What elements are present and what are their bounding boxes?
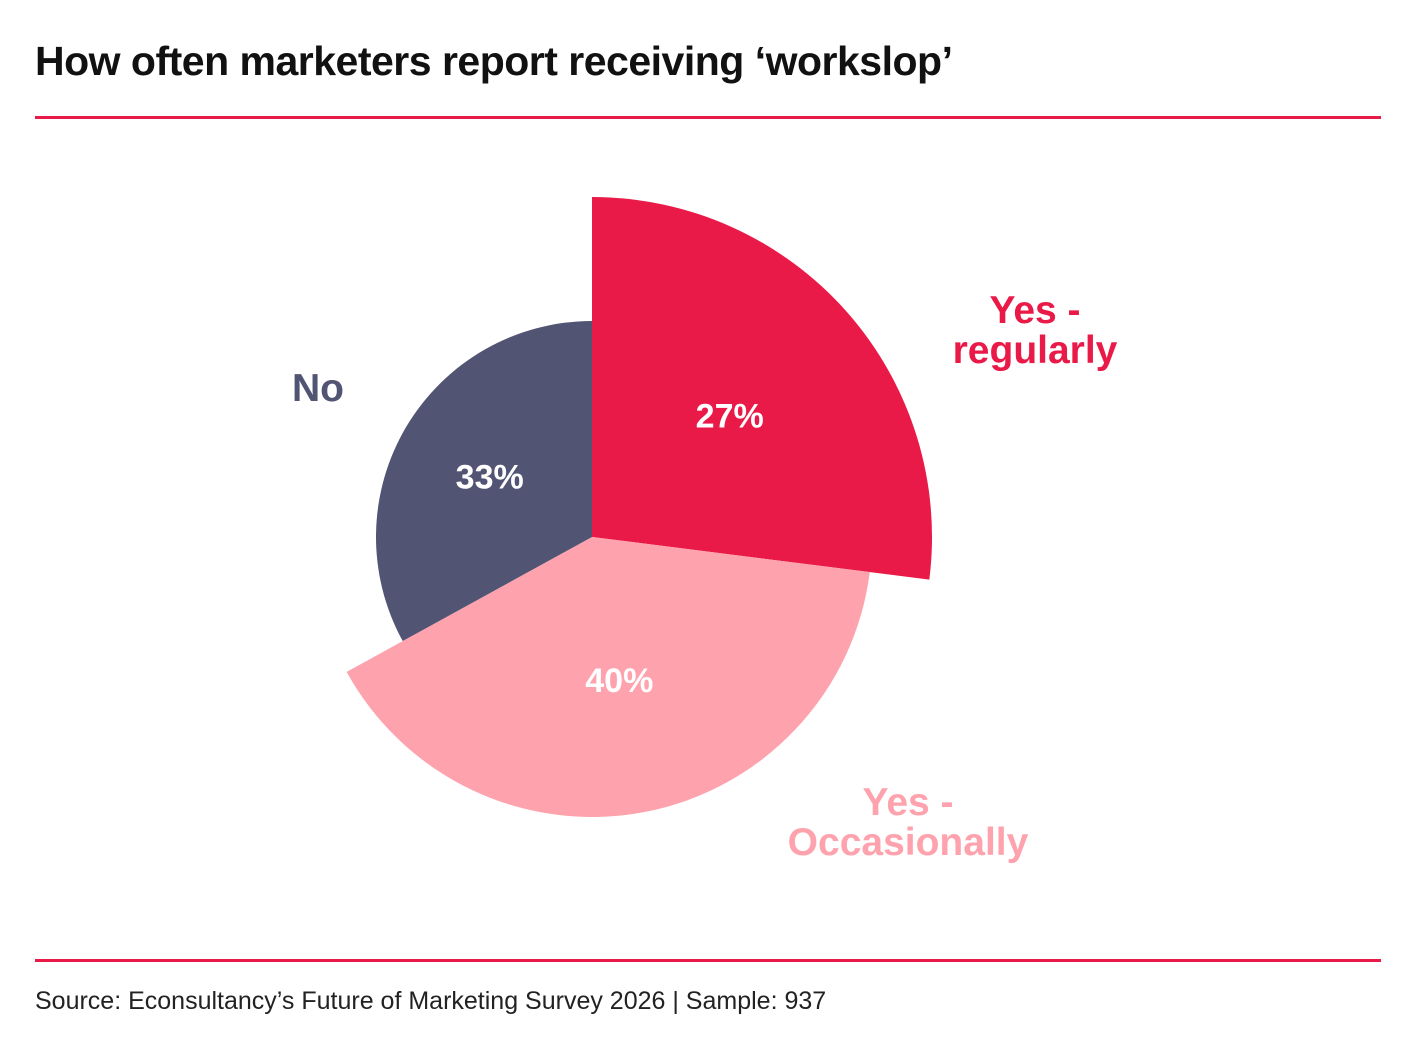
- category-label-occasionally: Yes -Occasionally: [788, 781, 1029, 864]
- pie-slice-regularly: [592, 197, 933, 580]
- source-note: Source: Econsultancy’s Future of Marketi…: [35, 987, 827, 1015]
- pie-slices: [346, 197, 933, 818]
- footer-divider: [35, 959, 1381, 962]
- value-label-regularly: 27%: [696, 398, 764, 436]
- category-label-regularly: Yes -regularly: [953, 289, 1118, 372]
- category-label-no: No: [292, 367, 344, 410]
- category-label-line: No: [292, 367, 344, 410]
- pie-slice-occasionally: [346, 537, 870, 818]
- category-label-line: Yes -: [862, 781, 953, 824]
- pie-slice-no: [376, 320, 592, 642]
- value-label-no: 33%: [456, 459, 524, 497]
- category-label-line: regularly: [953, 329, 1118, 372]
- category-label-line: Occasionally: [788, 821, 1029, 864]
- category-label-line: Yes -: [989, 289, 1080, 332]
- title-divider: [35, 116, 1381, 119]
- chart-title: How often marketers report receiving ‘wo…: [35, 38, 953, 84]
- value-label-occasionally: 40%: [585, 662, 653, 700]
